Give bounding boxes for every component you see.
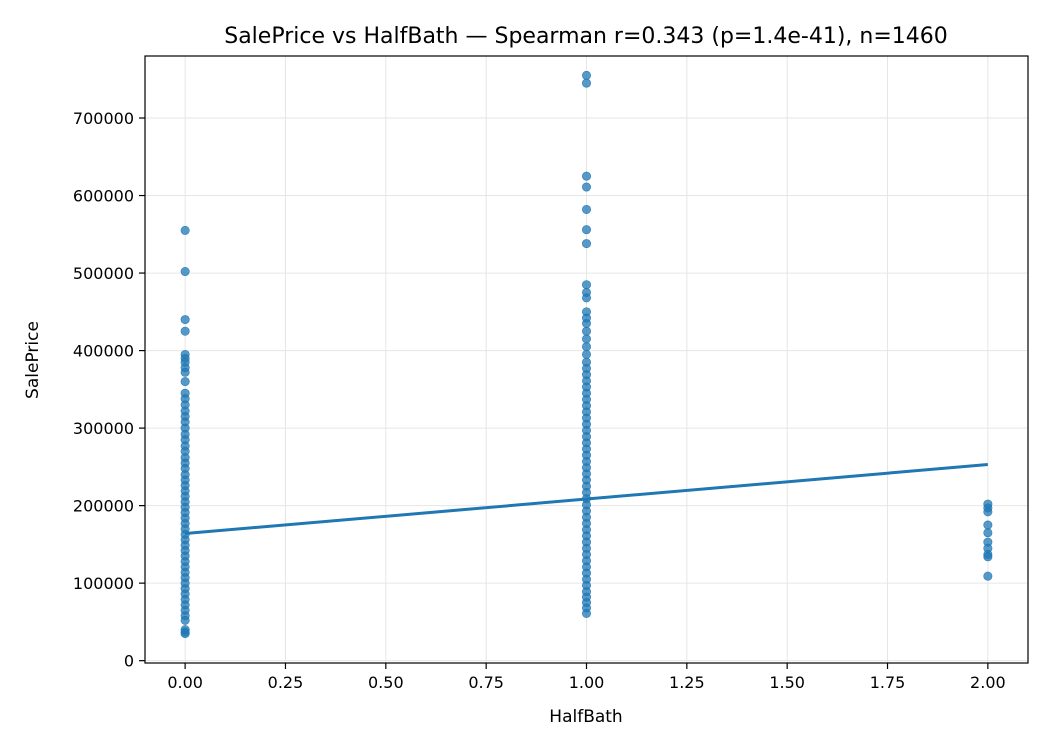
data-point <box>581 171 591 181</box>
data-point <box>180 615 190 625</box>
regression-line-group <box>185 463 988 536</box>
data-point <box>180 326 190 336</box>
data-point <box>581 326 591 336</box>
x-axis-label: HalfBath <box>549 707 622 727</box>
x-tick-label: 2.00 <box>970 673 1006 692</box>
x-tick-label: 1.25 <box>669 673 705 692</box>
y-tick-label: 0 <box>124 652 134 671</box>
data-point <box>581 225 591 235</box>
y-tick-label: 500000 <box>73 264 134 283</box>
x-tick-label: 0.75 <box>468 673 504 692</box>
axis-ticks: 0.00 0.25 0.50 0.75 1.00 1.25 1.50 1.75 2.00 0 100… <box>73 109 1006 692</box>
scatter-points <box>180 70 993 639</box>
data-point <box>983 552 993 562</box>
data-point <box>581 182 591 192</box>
x-tick-label: 0.25 <box>268 673 304 692</box>
x-tick-label: 1.50 <box>769 673 805 692</box>
data-point <box>581 280 591 290</box>
data-point <box>180 629 190 639</box>
data-point <box>983 571 993 581</box>
chart-title: SalePrice vs HalfBath — Spearman r=0.343… <box>224 24 948 49</box>
data-point <box>180 377 190 387</box>
data-point <box>581 204 591 214</box>
y-tick-label: 400000 <box>73 342 134 361</box>
data-point <box>581 342 591 352</box>
y-tick-label: 600000 <box>73 187 134 206</box>
data-point <box>581 318 591 328</box>
data-point <box>581 78 591 88</box>
regression-line <box>185 463 988 536</box>
data-point <box>180 367 190 377</box>
x-tick-label: 0.50 <box>368 673 404 692</box>
data-point <box>983 528 993 538</box>
data-point <box>581 608 591 618</box>
x-tick-label: 1.00 <box>569 673 605 692</box>
x-tick-label: 1.75 <box>870 673 906 692</box>
data-point <box>983 520 993 530</box>
data-point <box>180 315 190 325</box>
data-point <box>581 349 591 359</box>
data-point <box>180 225 190 235</box>
y-tick-label: 200000 <box>73 497 134 516</box>
y-axis-label: SalePrice <box>23 321 43 399</box>
x-tick-label: 0.00 <box>167 673 203 692</box>
data-point <box>983 507 993 517</box>
data-point <box>180 267 190 277</box>
data-point <box>581 334 591 344</box>
y-tick-label: 700000 <box>73 109 134 128</box>
data-point <box>581 70 591 80</box>
data-point <box>581 293 591 303</box>
y-tick-label: 100000 <box>73 574 134 593</box>
data-point <box>581 239 591 249</box>
y-tick-label: 300000 <box>73 419 134 438</box>
